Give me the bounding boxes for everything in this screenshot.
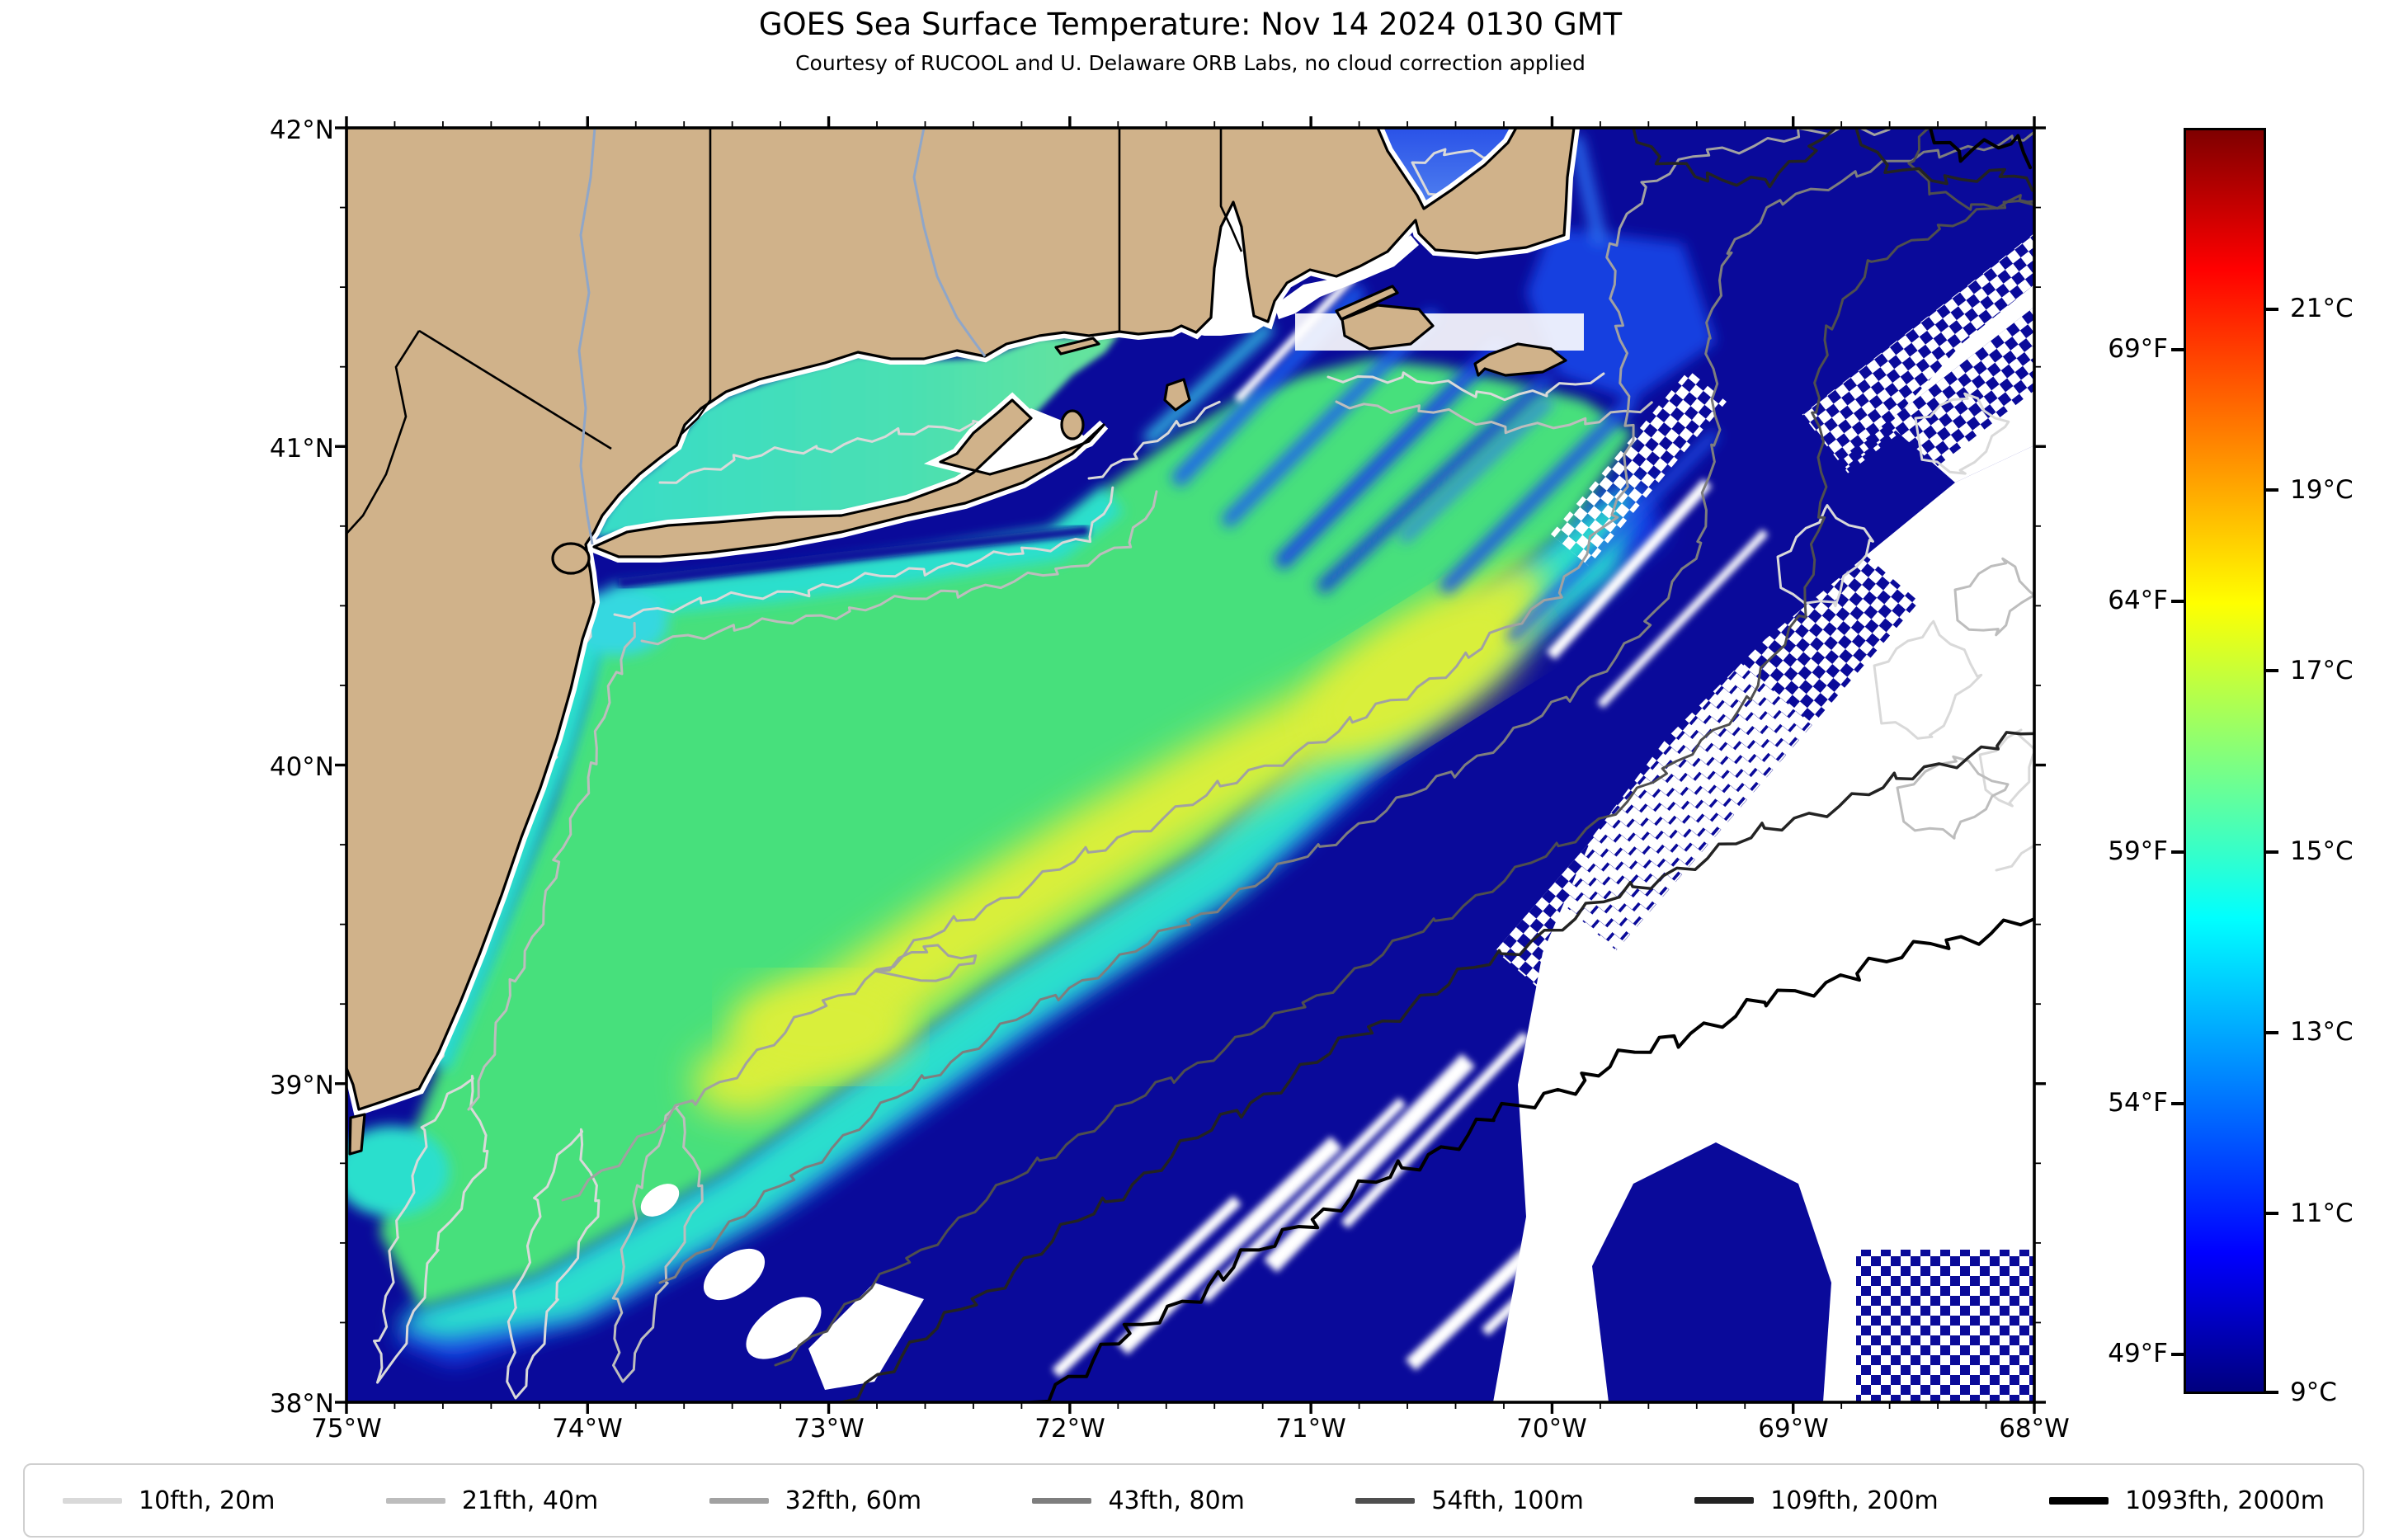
x-axis-tick-label: 74°W	[552, 1414, 623, 1443]
land-block-island	[1163, 378, 1191, 412]
contour-group-1093fth-2000m	[1030, 128, 2034, 1402]
legend-line-swatch	[2049, 1496, 2109, 1505]
connecticut-river-line	[912, 128, 987, 357]
legend-item: 10fth, 20m	[63, 1486, 275, 1515]
legend-item-label: 109fth, 200m	[1770, 1486, 1939, 1515]
colorbar-label-59f: 59°F	[2108, 836, 2168, 866]
colorbar-label-21c: 21°C	[2290, 294, 2354, 323]
colorbar-tick-c	[2266, 1212, 2278, 1215]
land-gardiners-island	[1060, 409, 1085, 440]
cloud-edge-speckles	[1495, 211, 2034, 1402]
legend-item: 21fth, 40m	[385, 1486, 599, 1515]
colorbar-tick-f	[2171, 850, 2184, 854]
colorbar-label-15c: 15°C	[2290, 836, 2354, 866]
y-axis-tick-label: 38°N	[269, 1389, 334, 1419]
legend-item: 1093fth, 2000m	[2049, 1486, 2325, 1515]
legend-item: 43fth, 80m	[1032, 1486, 1245, 1515]
colorbar-label-49f: 49°F	[2108, 1339, 2168, 1368]
warm-patch-ne	[1309, 590, 1529, 755]
legend-line-swatch	[1355, 1497, 1416, 1504]
contour-group-54fth-100m	[774, 128, 2034, 1367]
x-axis-tick-label: 70°W	[1516, 1414, 1587, 1443]
land-staten-island	[551, 542, 591, 575]
legend-item-label: 10fth, 20m	[139, 1486, 276, 1515]
colorbar-label-64f: 64°F	[2108, 586, 2168, 615]
colorbar-label-54f: 54°F	[2108, 1088, 2168, 1118]
legend-line-swatch	[1032, 1497, 1092, 1504]
warm-patch	[730, 977, 912, 1076]
land-marthas-vineyard	[1341, 304, 1435, 351]
legend-item-label: 21fth, 40m	[461, 1486, 599, 1515]
y-axis-tick-label: 40°N	[269, 752, 334, 782]
colorbar-tick-f	[2171, 600, 2184, 603]
colorbar-tick-f	[2171, 348, 2184, 351]
colorbar-label-17c: 17°C	[2290, 656, 2354, 685]
contour-group-43fth-80m	[658, 131, 2034, 1284]
x-axis-tick-label: 73°W	[794, 1414, 865, 1443]
sst-map	[335, 116, 2046, 1414]
colorbar-label-13c: 13°C	[2290, 1017, 2354, 1047]
colorbar-tick-c	[2266, 308, 2278, 311]
river-lines	[577, 128, 987, 545]
legend-item-label: 54fth, 100m	[1431, 1486, 1584, 1515]
colorbar-tick-f	[2171, 1353, 2184, 1356]
legend-line-swatch	[709, 1497, 769, 1504]
state-border-lines	[346, 128, 1243, 535]
y-axis-tick-label: 42°N	[269, 115, 334, 145]
colorbar-tick-c	[2266, 669, 2278, 672]
colorbar-label-11c: 11°C	[2290, 1199, 2354, 1228]
colorbar-tick-c	[2266, 850, 2278, 854]
x-axis-tick-label: 68°W	[1999, 1414, 2070, 1443]
colorbar-label-9c: 9°C	[2290, 1378, 2337, 1407]
legend-item: 109fth, 200m	[1694, 1486, 1939, 1515]
contour-group-32fth-60m	[561, 128, 1891, 1202]
colorbar-label-19c: 19°C	[2290, 475, 2354, 505]
y-axis-tick-label: 39°N	[269, 1071, 334, 1100]
land-cape-may-sliver	[348, 1113, 366, 1156]
colorbar-label-69f: 69°F	[2108, 334, 2168, 364]
page-subtitle: Courtesy of RUCOOL and U. Delaware ORB L…	[795, 51, 1586, 75]
x-axis-tick-label: 69°W	[1758, 1414, 1829, 1443]
hudson-river-line	[577, 128, 596, 545]
x-axis-tick-label: 71°W	[1275, 1414, 1346, 1443]
colorbar-tick-c	[2266, 488, 2278, 492]
legend-item-label: 32fth, 60m	[785, 1486, 922, 1515]
colorbar-tick-c	[2266, 1391, 2278, 1394]
contour-group-109fth-200m	[840, 128, 2034, 1402]
legend-item: 32fth, 60m	[709, 1486, 921, 1515]
land-elizabeth-islands	[1335, 285, 1399, 321]
bathymetry-contour-lines	[373, 128, 2034, 1402]
y-axis-tick-label: 41°N	[269, 434, 334, 464]
nearshore-cold-strip	[618, 525, 1090, 588]
legend-item-label: 1093fth, 2000m	[2125, 1486, 2325, 1515]
land-nantucket	[1473, 342, 1567, 377]
legend-item: 54fth, 100m	[1355, 1486, 1584, 1515]
colorbar-tick-c	[2266, 1031, 2278, 1034]
land	[346, 128, 1574, 1156]
x-axis-tick-label: 75°W	[311, 1414, 382, 1443]
x-axis-tick-label: 72°W	[1034, 1414, 1105, 1443]
axis-ticks	[335, 116, 2046, 1414]
legend-item-label: 43fth, 80m	[1108, 1486, 1245, 1515]
legend-line-swatch	[1694, 1497, 1755, 1504]
colorbar	[2184, 128, 2266, 1394]
page-title: GOES Sea Surface Temperature: Nov 14 202…	[758, 7, 1623, 42]
colorbar-tick-f	[2171, 1102, 2184, 1105]
long-island-sound-water	[594, 333, 1119, 539]
land-fishers-island	[1054, 337, 1100, 356]
legend-line-swatch	[385, 1497, 445, 1504]
legend-line-swatch	[63, 1497, 122, 1504]
bathymetry-legend: 10fth, 20m 21fth, 40m 32fth, 60m 43fth, …	[23, 1463, 2364, 1538]
